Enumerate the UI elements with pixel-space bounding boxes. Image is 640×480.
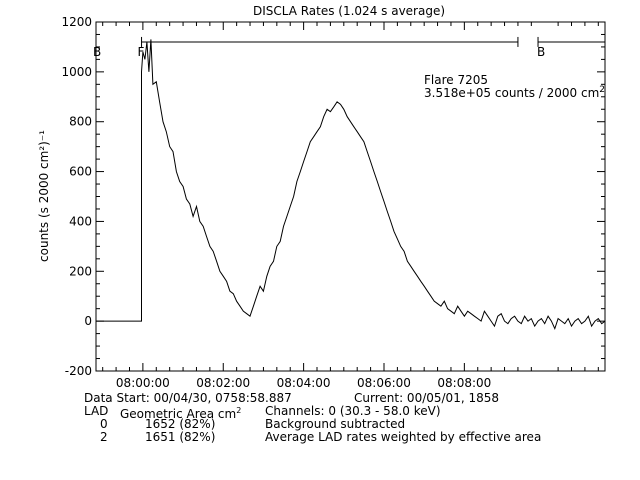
geometric-area-header: Geometric Area cm2 <box>120 406 242 421</box>
x-tick-label: 08:06:00 <box>357 376 411 390</box>
chart-plot: DISCLA Rates (1.024 s average) -200 0 200 4… <box>37 4 606 390</box>
y-axis-label: counts (s 2000 cm²)⁻¹ <box>37 130 51 262</box>
y-tick-label: 1200 <box>61 15 92 29</box>
y-tick-label: 200 <box>69 264 92 278</box>
y-tick-label: 800 <box>69 115 92 129</box>
row-0-area: 1652 (82%) <box>145 417 216 431</box>
channels: Channels: 0 (30.3 - 58.0 keV) <box>265 404 441 418</box>
y-tick-label: 0 <box>84 314 92 328</box>
flare-counts-superscript: 2 <box>599 85 605 95</box>
x-tick-label: 08:00:00 <box>116 376 170 390</box>
y-axis: -200 0 200 400 600 800 1000 1200 <box>61 15 605 378</box>
y-tick-label: 600 <box>69 165 92 179</box>
info-footer: Data Start: 00/04/30, 0758:58.887 Curren… <box>0 392 640 452</box>
bar-label-end: B <box>537 45 545 59</box>
y-tick-label: 1000 <box>61 65 92 79</box>
flare-counts: 3.518e+05 counts / 2000 cm2 <box>424 85 605 100</box>
chart-title: DISCLA Rates (1.024 s average) <box>253 4 445 18</box>
row-0-note: Background subtracted <box>265 417 406 431</box>
y-tick-label: 400 <box>69 214 92 228</box>
current-time: Current: 00/05/01, 1858 <box>354 391 499 405</box>
flare-name: Flare 7205 <box>424 73 488 87</box>
y-tick-label: -200 <box>65 364 92 378</box>
plot-frame <box>95 21 606 372</box>
x-axis: 08:00:00 08:02:00 08:04:00 08:06:00 08:08:00 <box>102 22 599 390</box>
row-1-area: 1651 (82%) <box>145 430 216 444</box>
geometric-area-superscript: 2 <box>236 406 242 415</box>
row-1-note: Average LAD rates weighted by effective … <box>265 430 542 444</box>
row-0-lad: 0 <box>100 417 108 431</box>
bar-label-start: F <box>138 45 145 59</box>
series-line <box>96 39 606 330</box>
data-start: Data Start: 00/04/30, 0758:58.887 <box>84 391 292 405</box>
lad-header: LAD <box>84 404 109 418</box>
x-tick-label: 08:02:00 <box>196 376 250 390</box>
bar-label-left: B <box>93 45 101 59</box>
x-tick-label: 08:04:00 <box>277 376 331 390</box>
row-1-lad: 2 <box>100 430 108 444</box>
x-tick-label: 08:08:00 <box>437 376 491 390</box>
